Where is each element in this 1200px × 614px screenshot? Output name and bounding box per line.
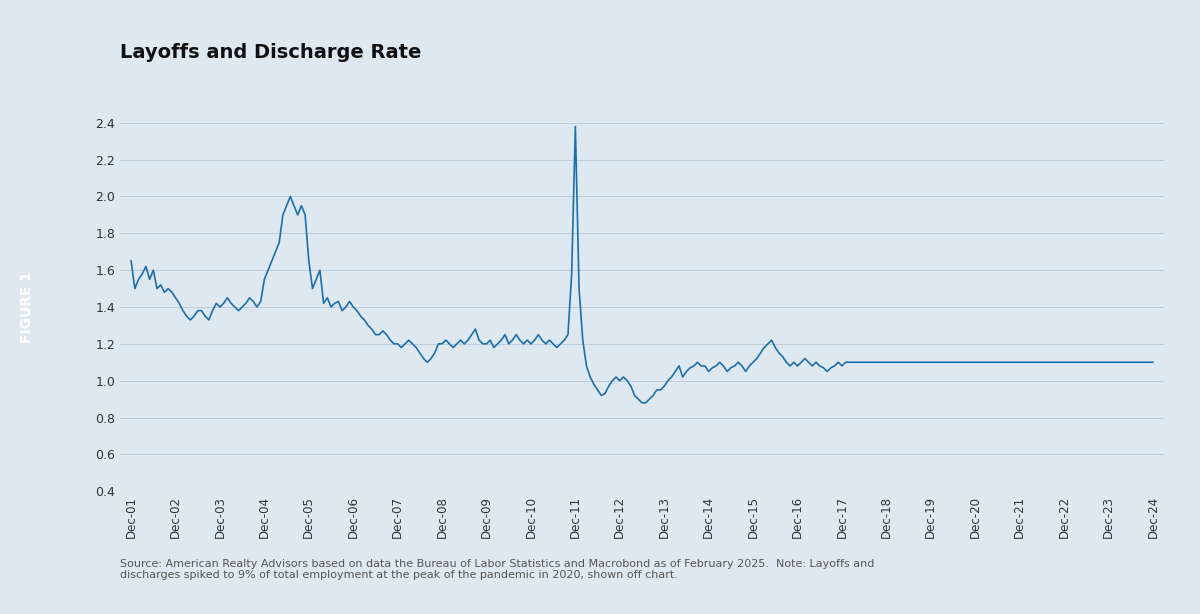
- Text: Source: American Realty Advisors based on data the Bureau of Labor Statistics an: Source: American Realty Advisors based o…: [120, 559, 875, 580]
- Text: Layoffs and Discharge Rate: Layoffs and Discharge Rate: [120, 43, 421, 62]
- Text: FIGURE 1: FIGURE 1: [20, 271, 34, 343]
